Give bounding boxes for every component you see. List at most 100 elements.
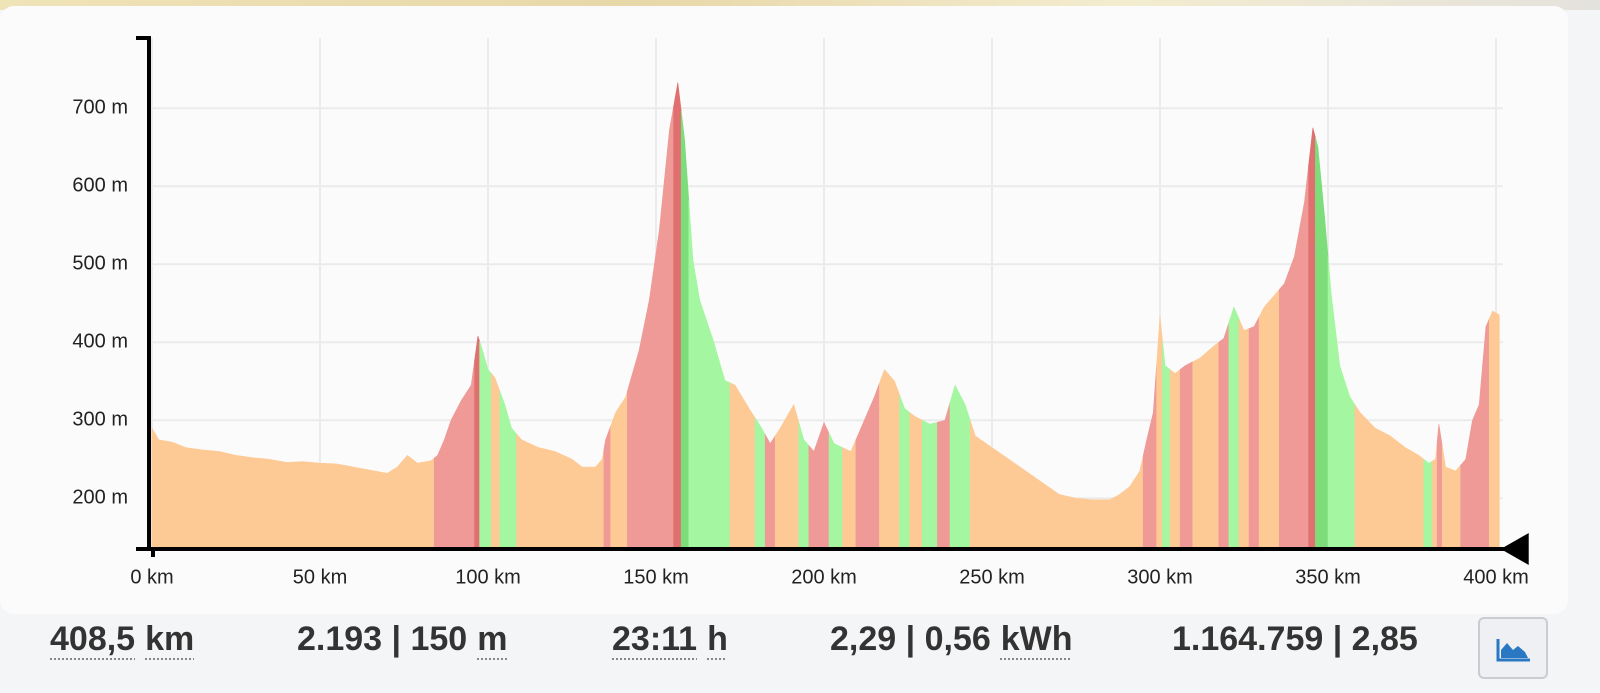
x-tick-label: 300 km [1127,566,1193,588]
elevation-segment [909,411,923,550]
elevation-segment [959,394,971,550]
elevation-segment [1367,419,1383,550]
elevation-segment [1100,496,1115,550]
elevation-segment [423,457,435,550]
elevation-segment [277,460,296,550]
elevation-segment [344,465,363,550]
stat-distance: 408,5 km [50,620,195,658]
elevation-segment [1238,318,1250,550]
elevation-segment [210,450,228,550]
elevation-segment [178,444,195,550]
elevation-segment [391,460,403,550]
elevation-chart: 200 m 300 m 400 m 500 m 600 m 700 m 0 km 50 km 1… [0,0,1600,589]
y-tick-label: 400 m [72,331,128,353]
elevation-segment [1482,318,1490,550]
elevation-segment [1308,127,1316,550]
elevation-segment [499,390,509,550]
x-tick-label: 0 km [130,566,173,588]
elevation-segment [361,468,380,550]
elevation-segment [1084,498,1102,550]
elevation-segment [529,443,548,550]
elevation-segment [484,357,492,550]
x-tick-label: 400 km [1463,566,1529,588]
elevation-segment [879,368,890,550]
elevation-segment [1067,495,1085,550]
elevation-segment [294,461,312,550]
elevation-segment [627,367,635,550]
elevation-segment [1124,477,1136,550]
elevation-segment [1016,464,1035,550]
y-tick-label: 200 m [72,487,128,509]
elevation-segment [1315,137,1322,550]
elevation-segment [479,340,485,550]
elevation-segment [412,458,425,550]
elevation-segment [1289,229,1300,550]
elevation-segment [165,440,180,550]
x-tick-label: 50 km [293,566,347,588]
elevation-segment [774,415,788,550]
profile-button[interactable] [1478,617,1548,679]
elevation-segment [1436,424,1443,550]
elevation-segment [1495,312,1500,550]
elevation-segment [1488,310,1497,550]
end-marker [1500,533,1529,565]
elevation-segment [447,410,457,550]
stat-energy: 2,29 | 0,56 kWh [830,620,1073,658]
elevation-segment [1162,341,1171,550]
elevation-segment [440,429,448,550]
elevation-segment [729,382,743,550]
elevation-segment [402,454,413,550]
elevation-segment [1228,306,1240,550]
stat-time: 23:11 h [612,620,728,658]
elevation-segment [664,106,674,550]
y-tick-label: 500 m [72,253,128,275]
elevation-segment [378,469,393,550]
elevation-segment [563,454,578,550]
elevation-segment [808,436,820,550]
y-tick-label: 600 m [72,175,128,197]
map-strip [0,0,1600,10]
elevation-segment [889,374,900,550]
stat-ascent: 2.193 | 150 m [297,620,508,658]
elevation-segment [786,403,800,550]
elevation-segment [1050,487,1068,550]
elevation-segment [1423,458,1433,550]
elevation-segment [491,372,501,550]
elevation-segment [867,383,880,550]
elevation-segment [1258,300,1270,550]
x-tick-label: 150 km [623,566,689,588]
elevation-segment [899,394,910,550]
x-tick-label: 250 km [959,566,1025,588]
elevation-segment [455,391,467,550]
elevation-segment [311,462,329,550]
elevation-segment [546,449,564,550]
elevation-segment [696,280,707,550]
elevation-segment [598,449,605,550]
elevation-segment [1114,489,1126,550]
elevation-segment [1179,361,1194,550]
elevation-segment [937,402,951,550]
x-tick-label: 100 km [455,566,521,588]
x-tick-label: 350 km [1295,566,1361,588]
elevation-segment [1206,341,1220,550]
y-tick-label: 300 m [72,409,128,431]
elevation-segment [193,448,212,550]
elevation-segment [603,426,611,550]
elevation-segment [1354,403,1368,550]
elevation-segment [842,439,857,550]
elevation-segment [433,447,442,550]
elevation-segment [576,462,590,550]
elevation-segment [1248,316,1260,550]
elevation-segment [706,319,720,550]
stat-cost: 1.164.759 | 2,85 [1172,620,1418,658]
elevation-segment [474,335,480,550]
elevation-segment [983,441,1001,550]
elevation-segment [673,82,682,550]
elevation-segment [1169,368,1181,550]
profile-icon [1496,639,1530,662]
elevation-segment [610,403,622,550]
elevation-segment [328,463,346,550]
elevation-segment [1033,476,1052,550]
elevation-segment [1450,464,1462,550]
